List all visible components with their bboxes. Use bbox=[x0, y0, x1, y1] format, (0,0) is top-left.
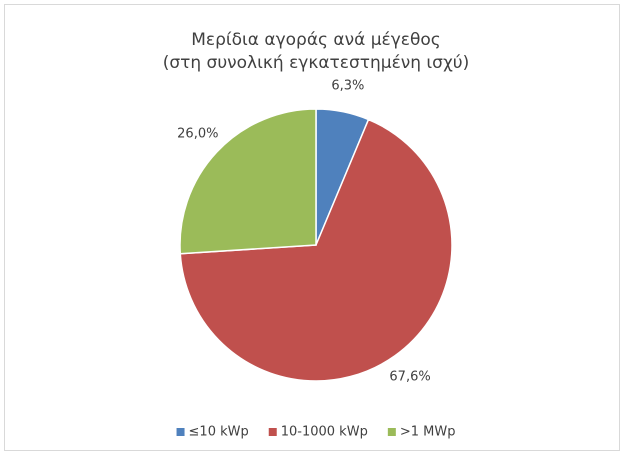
pie-slice bbox=[179, 108, 317, 255]
legend-swatch bbox=[268, 428, 277, 436]
data-label: 67,6% bbox=[389, 369, 430, 384]
legend-swatch bbox=[176, 428, 185, 436]
chart-title: Μερίδια αγοράς ανά μέγεθος bbox=[191, 30, 441, 50]
legend-label: ≤10 kWp bbox=[189, 425, 249, 440]
pie-slice bbox=[179, 118, 453, 382]
data-label: 26,0% bbox=[177, 127, 218, 142]
legend-label: >1 MWp bbox=[400, 425, 456, 440]
legend-label: 10-1000 kWp bbox=[281, 425, 368, 440]
chart-subtitle: (στη συνολική εγκατεστημένη ισχύ) bbox=[163, 53, 470, 73]
data-label: 6,3% bbox=[331, 79, 364, 94]
legend-swatch bbox=[387, 428, 396, 436]
